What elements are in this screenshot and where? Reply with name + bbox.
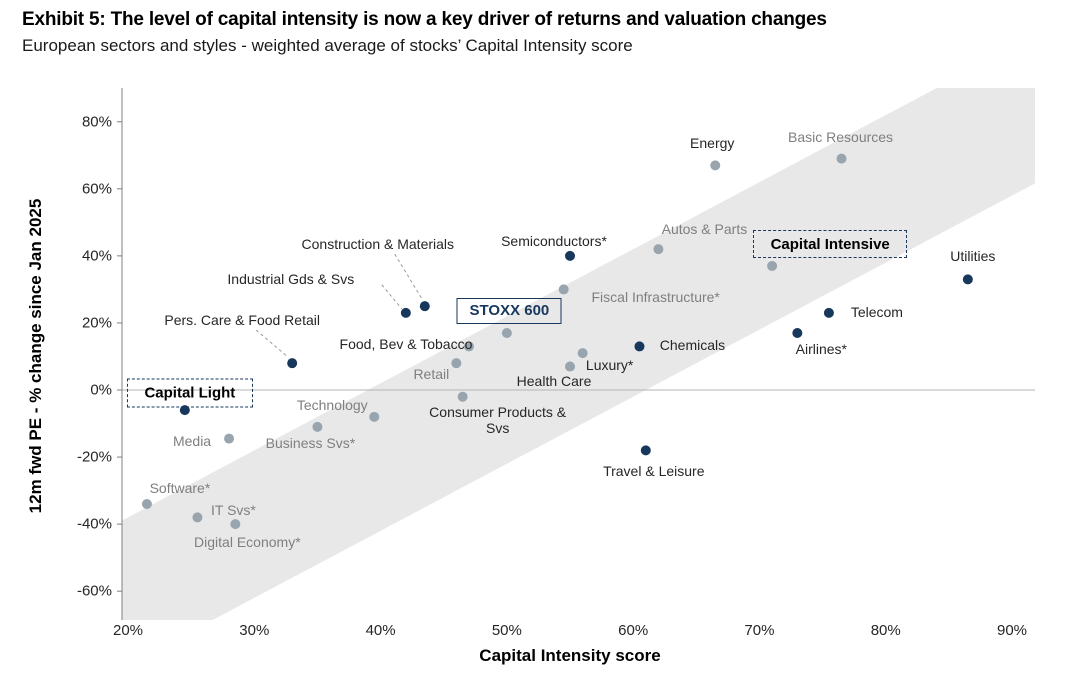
scatter-point	[792, 327, 803, 338]
y-tick-label: -20%	[76, 448, 112, 466]
scatter-point	[565, 250, 576, 261]
scatter-point	[419, 301, 430, 312]
scatter-point	[463, 341, 474, 352]
point-label: Autos & Parts	[661, 221, 748, 238]
x-tick-label: 20%	[112, 622, 144, 639]
point-label: Food, Bev & Tobacco	[339, 336, 473, 353]
point-label: Software*	[149, 479, 211, 496]
scatter-point	[224, 433, 235, 444]
y-tick-label: 40%	[81, 247, 112, 265]
point-label: Fiscal Infrastructure*	[591, 289, 720, 306]
scatter-point	[369, 411, 380, 422]
y-tick-label: 60%	[81, 180, 112, 198]
x-tick-label: 60%	[618, 622, 649, 639]
point-label: Retail	[413, 366, 450, 383]
scatter-point	[141, 499, 152, 510]
scatter-point	[565, 361, 576, 372]
scatter-point	[640, 445, 651, 456]
point-label: Telecom	[850, 303, 903, 320]
y-axis-label: 12m fwd PE - % change since Jan 2025	[26, 198, 45, 514]
x-tick-label: 90%	[997, 622, 1028, 639]
y-tick-label: -60%	[76, 582, 112, 600]
point-label: Media	[172, 432, 212, 449]
scatter-point	[192, 512, 203, 523]
leader-line	[394, 253, 424, 301]
x-tick-label: 50%	[491, 622, 522, 639]
scatter-point	[287, 358, 298, 369]
chart-title: Exhibit 5: The level of capital intensit…	[22, 9, 827, 30]
x-tick-label: 40%	[365, 622, 396, 639]
y-tick-label: 20%	[81, 314, 112, 332]
capital-light-point	[179, 405, 190, 416]
leader-line	[381, 284, 403, 310]
scatter-point	[653, 244, 664, 255]
point-label: Energy	[690, 135, 735, 152]
scatter-point	[558, 284, 569, 295]
stoxx-600-box: STOXX 600	[456, 297, 562, 324]
y-tick-label: 80%	[81, 113, 112, 131]
x-axis-label: Capital Intensity score	[479, 646, 661, 665]
y-tick-label: 0%	[90, 381, 112, 399]
scatter-point	[577, 348, 588, 359]
scatter-point	[710, 160, 721, 171]
scatter-point	[230, 519, 241, 530]
point-label: Digital Economy*	[194, 534, 301, 551]
point-label: Airlines*	[795, 340, 848, 357]
capital-light-box: Capital Light	[126, 378, 253, 408]
capital-intensive-point	[767, 260, 778, 271]
point-label: Construction & Materials	[301, 236, 455, 253]
point-label: Luxury*	[585, 357, 634, 374]
point-label: Chemicals	[659, 337, 726, 354]
capital-intensive-box: Capital Intensive	[753, 230, 908, 259]
scatter-point	[823, 307, 834, 318]
point-label: Technology	[296, 396, 368, 413]
scatter-point	[457, 391, 468, 402]
point-label: Pers. Care & Food Retail	[164, 312, 320, 329]
scatter-point	[451, 358, 462, 369]
x-tick-label: 70%	[744, 622, 775, 639]
point-label: Semiconductors*	[501, 232, 607, 249]
leader-line	[255, 329, 289, 358]
x-tick-label: 80%	[870, 622, 901, 639]
point-label: Consumer Products & Svs	[429, 403, 567, 436]
y-tick-label: -40%	[76, 515, 112, 533]
scatter-point	[312, 421, 323, 432]
point-label: Health Care	[516, 372, 592, 389]
stoxx-600-point	[501, 327, 512, 338]
point-label: Basic Resources	[788, 128, 894, 145]
point-label: Utilities	[950, 248, 996, 265]
point-label: Business Svs*	[265, 434, 356, 451]
scatter-point	[836, 153, 847, 164]
point-label: IT Svs*	[211, 502, 256, 519]
chart-subtitle: European sectors and styles - weighted a…	[22, 36, 633, 55]
scatter-point	[400, 307, 411, 318]
point-label: Travel & Leisure	[603, 463, 705, 480]
point-label: Industrial Gds & Svs	[227, 270, 355, 287]
scatter-point	[634, 341, 645, 352]
x-tick-label: 30%	[239, 622, 270, 639]
scatter-point	[962, 274, 973, 285]
